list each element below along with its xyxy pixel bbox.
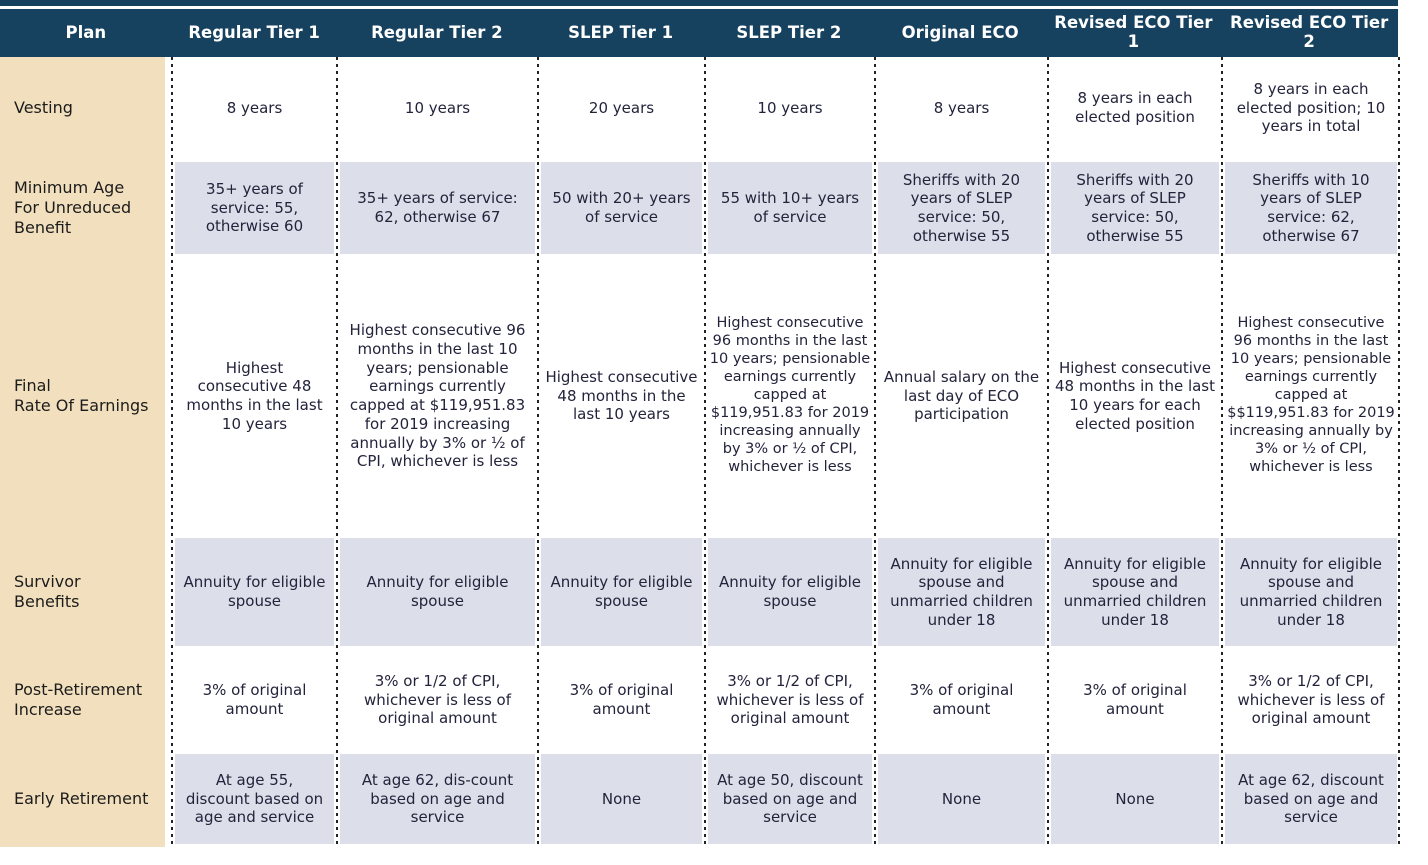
table-cell: 55 with 10+ years of service: [705, 159, 875, 257]
row-label-post-retirement-increase: Post-Retirement Increase: [0, 649, 172, 751]
top-border: [0, 0, 1398, 6]
table-row-vesting: Vesting 8 years 10 years 20 years 10 yea…: [0, 57, 1400, 159]
table-cell: Sheriffs with 20 years of SLEP service: …: [1048, 159, 1222, 257]
table-cell: 50 with 20+ years of service: [538, 159, 705, 257]
table-cell: 3% or 1/2 of CPI, whichever is less of o…: [1222, 649, 1400, 751]
table-cell: 3% of original amount: [172, 649, 337, 751]
column-header-revised-eco-tier-2: Revised ECO Tier 2: [1229, 13, 1389, 51]
table-cell: Annuity for eligible spouse: [705, 535, 875, 649]
row-label-vesting: Vesting: [0, 57, 172, 159]
table-row-minimum-age: Minimum Age For Unreduced Benefit 35+ ye…: [0, 159, 1400, 257]
column-divider: [874, 57, 876, 847]
table-cell: Annuity for eligible spouse and unmarrie…: [1048, 535, 1222, 649]
table-cell: Sheriffs with 20 years of SLEP service: …: [875, 159, 1048, 257]
table-cell: Annuity for eligible spouse and unmarrie…: [1222, 535, 1400, 649]
table-cell: 20 years: [538, 57, 705, 159]
column-divider: [336, 57, 338, 847]
column-header-revised-eco-tier-1: Revised ECO Tier 1: [1054, 13, 1213, 51]
column-header-plan: Plan: [65, 22, 107, 42]
table-cell: 10 years: [705, 57, 875, 159]
table-body: Vesting 8 years 10 years 20 years 10 yea…: [0, 57, 1400, 847]
table-cell: Annual salary on the last day of ECO par…: [875, 257, 1048, 535]
table-cell: 8 years in each elected position: [1048, 57, 1222, 159]
table-cell: 35+ years of service: 55, otherwise 60: [172, 159, 337, 257]
table-cell: 10 years: [337, 57, 538, 159]
table-cell: Annuity for eligible spouse: [337, 535, 538, 649]
column-header-regular-tier-2: Regular Tier 2: [371, 22, 503, 42]
table-cell: Highest consecutive 48 months in the las…: [172, 257, 337, 535]
table-row-early-retirement: Early Retirement At age 55, discount bas…: [0, 751, 1400, 847]
table-row-post-retirement-increase: Post-Retirement Increase 3% of original …: [0, 649, 1400, 751]
table-cell: At age 62, dis-count based on age and se…: [337, 751, 538, 847]
table-cell: At age 50, discount based on age and ser…: [705, 751, 875, 847]
row-label-final-rate-of-earnings: Final Rate Of Earnings: [0, 257, 172, 535]
row-label-minimum-age: Minimum Age For Unreduced Benefit: [0, 159, 172, 257]
table-cell: Annuity for eligible spouse: [538, 535, 705, 649]
row-label-early-retirement: Early Retirement: [0, 751, 172, 847]
table-cell: Highest consecutive 96 months in the las…: [705, 257, 875, 535]
table-cell: 35+ years of service: 62, otherwise 67: [337, 159, 538, 257]
column-divider: [537, 57, 539, 847]
table-cell: Annuity for eligible spouse and unmarrie…: [875, 535, 1048, 649]
table-cell: None: [1048, 751, 1222, 847]
column-header-original-eco: Original ECO: [901, 22, 1019, 42]
column-divider: [1221, 57, 1223, 847]
table-cell: Highest consecutive 96 months in the las…: [1222, 257, 1400, 535]
column-header-slep-tier-2: SLEP Tier 2: [736, 22, 842, 42]
column-header-regular-tier-1: Regular Tier 1: [188, 22, 320, 42]
table-cell: 3% of original amount: [875, 649, 1048, 751]
table-cell: Highest consecutive 48 months in the las…: [1048, 257, 1222, 535]
table-cell: 3% or 1/2 of CPI, whichever is less of o…: [705, 649, 875, 751]
table-cell: 3% or 1/2 of CPI, whichever is less of o…: [337, 649, 538, 751]
table-cell: Highest consecutive 48 months in the las…: [538, 257, 705, 535]
column-divider: [1047, 57, 1049, 847]
column-divider: [1398, 57, 1400, 847]
table-cell: 3% of original amount: [1048, 649, 1222, 751]
table-cell: 8 years: [875, 57, 1048, 159]
row-label-survivor-benefits: Survivor Benefits: [0, 535, 172, 649]
table-row-final-rate-of-earnings: Final Rate Of Earnings Highest consecuti…: [0, 257, 1400, 535]
table-header-row: Plan Regular Tier 1 Regular Tier 2 SLEP …: [0, 9, 1398, 57]
table-cell: 8 years: [172, 57, 337, 159]
column-header-slep-tier-1: SLEP Tier 1: [568, 22, 674, 42]
table-cell: At age 55, discount based on age and ser…: [172, 751, 337, 847]
column-divider: [704, 57, 706, 847]
table-cell: 3% of original amount: [538, 649, 705, 751]
table-row-survivor-benefits: Survivor Benefits Annuity for eligible s…: [0, 535, 1400, 649]
table-cell: At age 62, discount based on age and ser…: [1222, 751, 1400, 847]
table-cell: Annuity for eligible spouse: [172, 535, 337, 649]
table-cell: None: [538, 751, 705, 847]
column-divider: [171, 57, 173, 847]
table-cell: None: [875, 751, 1048, 847]
table-cell: Sheriffs with 10 years of SLEP service: …: [1222, 159, 1400, 257]
table-cell: Highest consecutive 96 months in the las…: [337, 257, 538, 535]
table-cell: 8 years in each elected position; 10 yea…: [1222, 57, 1400, 159]
